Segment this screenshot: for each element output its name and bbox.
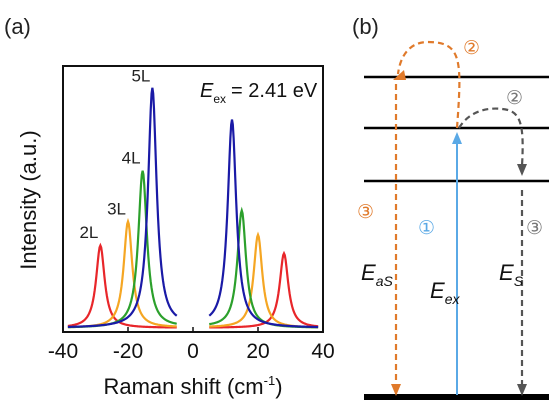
raman-chart: 2L 3L 4L 5L -40 -20 0 20 40 Eex = 2.41 eV Raman … [16, 65, 335, 399]
layer-labels: 2L 3L 4L 5L [79, 66, 150, 242]
panel-a-label: (a) [4, 14, 31, 39]
energy-as-subscript: aS [376, 273, 394, 289]
x-axis-label-main: Raman shift (cm [103, 374, 263, 399]
annotation-value: = 2.41 eV [231, 80, 318, 102]
excitation-arrowhead [452, 132, 462, 144]
x-axis-label: Raman shift (cm-1) [103, 373, 282, 399]
anti-stokes-loop [396, 40, 461, 129]
x-tick-label: 20 [246, 340, 269, 363]
anti-stokes-arrowhead [391, 384, 401, 396]
anti-stokes-step-2: ② [463, 37, 480, 59]
layer-label-5l: 5L [131, 66, 150, 85]
x-tick-label: 0 [187, 340, 199, 363]
stokes-arrowhead [517, 384, 527, 396]
energy-diagram: ② ② ③ ① ③ EaS Eex ES [357, 37, 549, 400]
energy-as-symbol: E [361, 260, 376, 285]
excitation-step-1: ① [418, 217, 435, 239]
x-tick-label: -40 [48, 340, 78, 363]
excitation-annotation: Eex = 2.41 eV [200, 80, 318, 106]
series-line-5l-anti-stokes [67, 87, 178, 328]
series-line-5l-stokes [208, 119, 319, 329]
x-tick-label: 40 [311, 340, 334, 363]
energy-label-as: EaS [361, 260, 393, 289]
energy-ex-subscript: ex [445, 291, 461, 307]
stokes-loop [458, 107, 524, 167]
x-axis-label-end: ) [275, 374, 282, 399]
layer-label-3l: 3L [107, 199, 126, 218]
y-axis-label: Intensity (a.u.) [16, 130, 41, 269]
series-line-2l-stokes [209, 250, 319, 329]
x-tick-label: -20 [113, 340, 143, 363]
chart-series [67, 87, 319, 329]
annotation-subscript: ex [213, 92, 226, 106]
energy-label-ex: Eex [430, 278, 460, 307]
energy-s-subscript: S [514, 273, 524, 289]
anti-stokes-step-3: ③ [357, 201, 374, 223]
panel-b-label: (b) [352, 14, 379, 39]
energy-s-symbol: E [499, 260, 514, 285]
anti-stokes-loop-head [393, 70, 406, 80]
energy-ex-symbol: E [430, 278, 445, 303]
energy-label-s: ES [499, 260, 524, 289]
layer-label-4l: 4L [122, 149, 141, 168]
series-line-2l-anti-stokes [67, 242, 177, 329]
stokes-step-2: ② [506, 87, 523, 109]
x-ticks: -40 -20 0 20 40 [48, 327, 335, 363]
stokes-step-3: ③ [526, 217, 543, 239]
stokes-loop-head [517, 164, 527, 176]
x-axis-label-sup: -1 [264, 373, 276, 388]
plot-frame [62, 65, 324, 333]
layer-label-2l: 2L [79, 223, 98, 242]
annotation-symbol: E [200, 80, 214, 102]
